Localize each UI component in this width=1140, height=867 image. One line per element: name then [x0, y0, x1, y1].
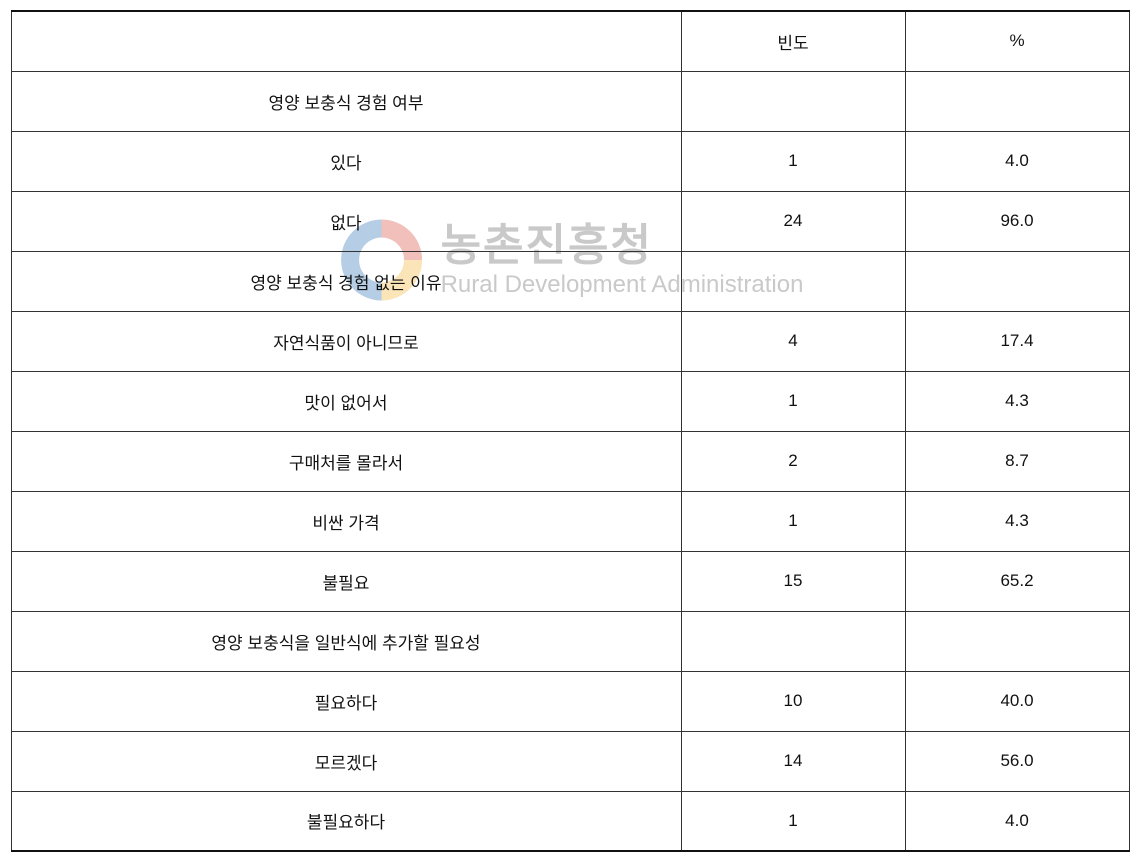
header-frequency: 빈도: [681, 11, 905, 71]
table-row: 영양 보충식 경험 여부: [11, 71, 1129, 131]
survey-table: 빈도 % 영양 보충식 경험 여부 있다 1 4.0 없다 24 96.0 영양…: [11, 10, 1130, 852]
row-label: 있다: [11, 131, 681, 191]
row-label: 구매처를 몰라서: [11, 431, 681, 491]
row-freq: 2: [681, 431, 905, 491]
row-label: 모르겠다: [11, 731, 681, 791]
row-pct: 4.0: [905, 131, 1129, 191]
row-label: 영양 보충식 경험 여부: [11, 71, 681, 131]
row-pct: 65.2: [905, 551, 1129, 611]
row-pct: [905, 251, 1129, 311]
row-label: 없다: [11, 191, 681, 251]
header-percent: %: [905, 11, 1129, 71]
row-label: 맛이 없어서: [11, 371, 681, 431]
table-row: 있다 1 4.0: [11, 131, 1129, 191]
row-freq: 15: [681, 551, 905, 611]
row-label: 영양 보충식 경험 없는 이유: [11, 251, 681, 311]
header-blank: [11, 11, 681, 71]
row-pct: [905, 71, 1129, 131]
table-row: 구매처를 몰라서 2 8.7: [11, 431, 1129, 491]
row-pct: 4.3: [905, 491, 1129, 551]
table-row: 불필요 15 65.2: [11, 551, 1129, 611]
table-row: 자연식품이 아니므로 4 17.4: [11, 311, 1129, 371]
row-freq: 10: [681, 671, 905, 731]
row-pct: 96.0: [905, 191, 1129, 251]
row-label: 불필요하다: [11, 791, 681, 851]
table-row: 필요하다 10 40.0: [11, 671, 1129, 731]
table-row: 맛이 없어서 1 4.3: [11, 371, 1129, 431]
row-freq: 1: [681, 131, 905, 191]
row-freq: 4: [681, 311, 905, 371]
row-freq: 24: [681, 191, 905, 251]
row-freq: 1: [681, 371, 905, 431]
table-row: 없다 24 96.0: [11, 191, 1129, 251]
row-freq: [681, 251, 905, 311]
row-freq: 1: [681, 791, 905, 851]
row-pct: [905, 611, 1129, 671]
row-pct: 56.0: [905, 731, 1129, 791]
row-pct: 4.0: [905, 791, 1129, 851]
row-label: 영양 보충식을 일반식에 추가할 필요성: [11, 611, 681, 671]
row-label: 필요하다: [11, 671, 681, 731]
row-label: 자연식품이 아니므로: [11, 311, 681, 371]
row-freq: [681, 611, 905, 671]
row-pct: 8.7: [905, 431, 1129, 491]
row-freq: 14: [681, 731, 905, 791]
row-label: 비싼 가격: [11, 491, 681, 551]
table-row: 불필요하다 1 4.0: [11, 791, 1129, 851]
row-freq: [681, 71, 905, 131]
row-pct: 17.4: [905, 311, 1129, 371]
row-pct: 40.0: [905, 671, 1129, 731]
row-pct: 4.3: [905, 371, 1129, 431]
table-header-row: 빈도 %: [11, 11, 1129, 71]
row-freq: 1: [681, 491, 905, 551]
row-label: 불필요: [11, 551, 681, 611]
table-row: 영양 보충식을 일반식에 추가할 필요성: [11, 611, 1129, 671]
table-row: 비싼 가격 1 4.3: [11, 491, 1129, 551]
table-row: 모르겠다 14 56.0: [11, 731, 1129, 791]
table-row: 영양 보충식 경험 없는 이유: [11, 251, 1129, 311]
